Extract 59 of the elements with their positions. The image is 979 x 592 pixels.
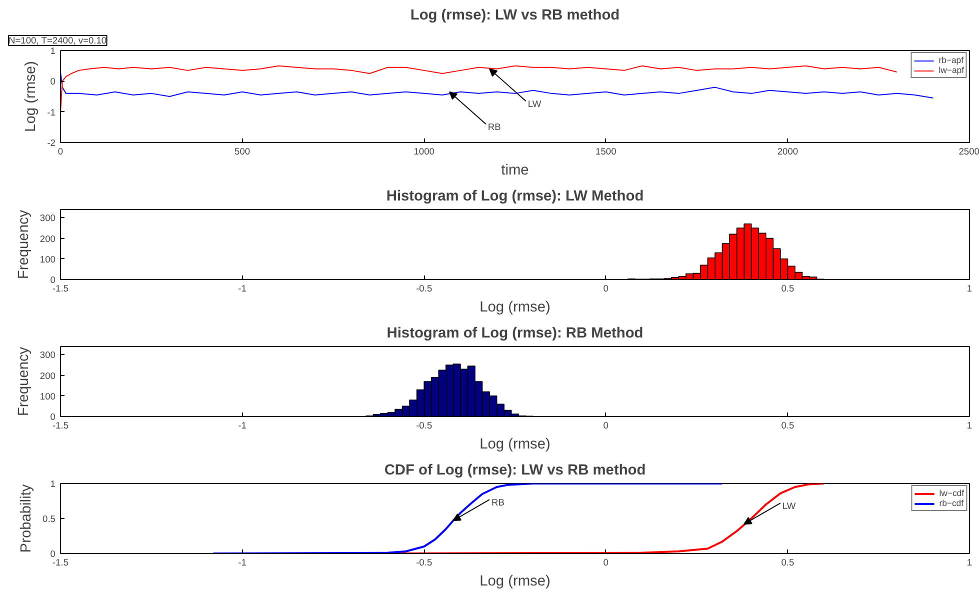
legend-label: lw−cdf <box>939 488 964 498</box>
x-tick-label: 0.5 <box>781 420 794 430</box>
annotation: LW <box>782 501 796 512</box>
chart-title: CDF of Log (rmse): LW vs RB method <box>384 462 646 478</box>
x-tick-label: 0 <box>603 420 609 430</box>
y-tick-label: 0 <box>50 549 56 559</box>
legend-label: lw−apf <box>938 65 964 75</box>
x-tick-label: -1 <box>238 558 246 568</box>
annotation: LW <box>528 99 542 110</box>
y-tick-label: 200 <box>40 234 56 244</box>
y-tick-label: 0 <box>50 412 56 422</box>
y-axis-title: Frequency <box>16 209 32 280</box>
annotation: RB <box>492 498 505 508</box>
x-tick-label: 1 <box>966 420 972 430</box>
y-tick-label: 0 <box>50 76 56 87</box>
x-axis-title: Log (rmse) <box>480 300 550 316</box>
y-tick-label: 100 <box>40 391 56 402</box>
x-tick-label: 0.5 <box>781 558 794 568</box>
x-tick-label: 0 <box>603 284 609 294</box>
x-tick-label: 1000 <box>414 146 434 156</box>
x-axis-title: Log (rmse) <box>480 574 550 590</box>
y-axis-title: Log (rmse) <box>23 61 40 132</box>
x-tick-label: -1 <box>238 284 246 294</box>
legend-label: rb−cdf <box>939 498 964 508</box>
x-tick-label: 1 <box>966 558 972 568</box>
chart-title: Log (rmse): LW vs RB method <box>410 8 620 24</box>
y-tick-label: 200 <box>40 370 56 381</box>
x-axis-title: time <box>501 162 529 178</box>
y-tick-label: 100 <box>40 254 56 264</box>
y-tick-label: 0.5 <box>42 514 56 524</box>
annotation: RB <box>488 122 501 132</box>
x-tick-label: -0.5 <box>416 558 432 568</box>
x-axis-title: Log (rmse) <box>480 436 550 452</box>
y-tick-label: -2 <box>47 138 56 148</box>
y-tick-label: 1 <box>50 479 56 489</box>
y-tick-label: -1 <box>47 107 56 118</box>
legend-label: rb−apf <box>938 55 964 65</box>
x-tick-label: 2500 <box>958 146 979 156</box>
x-tick-label: 500 <box>234 146 250 156</box>
x-tick-label: -1.5 <box>52 284 69 294</box>
x-tick-label: -1 <box>238 420 246 430</box>
y-axis-title: Probability <box>18 484 35 553</box>
y-tick-label: 300 <box>40 213 56 224</box>
chart-title: Histogram of Log (rmse): RB Method <box>386 326 644 342</box>
x-tick-label: -1.5 <box>52 420 69 430</box>
y-tick-label: 300 <box>40 350 56 360</box>
x-tick-label: 0.5 <box>781 284 794 294</box>
x-tick-label: 1500 <box>596 146 616 156</box>
x-tick-label: -0.5 <box>416 284 432 294</box>
x-tick-label: 1 <box>966 284 972 294</box>
x-tick-label: 2000 <box>777 146 798 156</box>
x-tick-label: 0 <box>58 146 64 156</box>
y-tick-label: 0 <box>50 275 56 285</box>
y-tick-label: 1 <box>50 46 56 56</box>
x-tick-label: -0.5 <box>416 420 432 430</box>
x-tick-label: 0 <box>603 558 609 568</box>
x-tick-label: -1.5 <box>52 558 69 568</box>
y-axis-title: Frequency <box>16 346 32 416</box>
chart-title: Histogram of Log (rmse): LW Method <box>386 188 644 204</box>
